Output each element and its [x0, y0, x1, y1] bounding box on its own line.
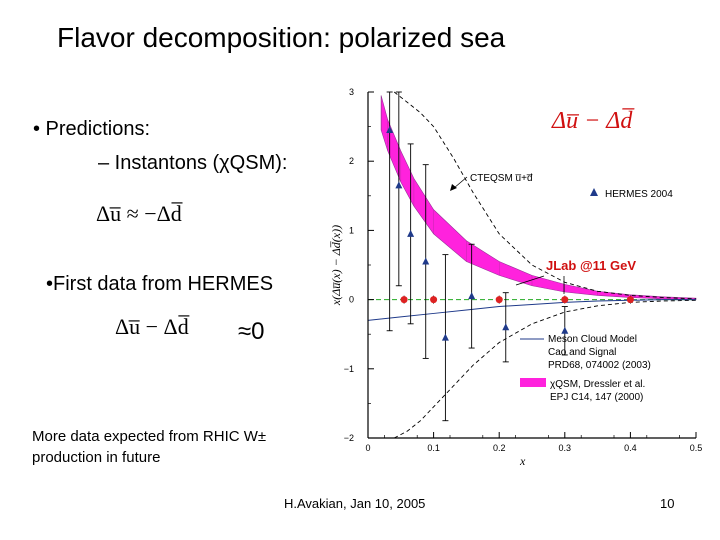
- note-more-data: More data expected from RHIC W± producti…: [32, 428, 267, 466]
- x-axis-title: x: [519, 454, 526, 468]
- equation-instantons: Δu̅ ≈ −Δd̅: [96, 201, 182, 226]
- hermes-point: [422, 257, 430, 265]
- cteqsm-label: CTEQSM u̅+d̅: [470, 173, 533, 184]
- y-tick-label: 1: [349, 225, 354, 235]
- chiqsm-legend-label-2: EPJ C14, 147 (2000): [550, 392, 643, 403]
- meson-legend-label-2: Cao and Signal: [548, 347, 616, 358]
- hermes-point: [561, 326, 569, 334]
- equation-hermes: Δu̅ − Δd̅: [115, 314, 189, 339]
- meson-legend-label-1: Meson Cloud Model: [548, 334, 637, 345]
- jlab-arrow-1: [515, 275, 545, 286]
- hermes-point: [441, 333, 449, 341]
- equation-approx-zero: ≈0: [238, 318, 265, 345]
- meson-cloud-curve: [367, 299, 696, 321]
- x-tick-label: 0.3: [559, 443, 572, 453]
- sea-asymmetry-chart: 0 0.1 0.2 0.3 0.4 0.5 −2 −1 0 1 2 3 Δu̅ − Δd̅ CTEQS…: [329, 87, 703, 468]
- hermes-point: [502, 323, 510, 331]
- hermes-point: [407, 229, 415, 237]
- plot-layer: [367, 91, 697, 439]
- chiqsm-legend-label-1: χQSM, Dressler et al.: [550, 379, 645, 390]
- x-tick-label: 0.1: [427, 443, 440, 453]
- x-tick-label: 0.2: [493, 443, 506, 453]
- cteqsm-arrowhead: [450, 184, 457, 191]
- slide-title: Flavor decomposition: polarized sea: [57, 22, 506, 53]
- jlab-label: JLab @11 GeV: [546, 258, 636, 273]
- hermes-legend-marker: [590, 188, 598, 196]
- sub-bullet-instantons: – Instantons (χQSM):: [98, 152, 288, 174]
- y-tick-label: 3: [349, 87, 354, 97]
- meson-legend-label-3: PRD68, 074002 (2003): [548, 360, 651, 371]
- cteqsm-curve-upper: [393, 91, 697, 300]
- jlab-point: [626, 296, 634, 304]
- hermes-legend-label: HERMES 2004: [605, 189, 673, 200]
- cteqsm-arrow: [453, 176, 468, 189]
- hermes-point: [468, 292, 476, 300]
- legend-layer: Δu̅ − Δd̅ CTEQSM u̅+d̅ HERMES 2004 JLab …: [329, 108, 673, 468]
- footer-author-date: H.Avakian, Jan 10, 2005: [284, 496, 426, 511]
- y-tick-label: −1: [344, 364, 354, 374]
- jlab-point: [561, 296, 569, 304]
- jlab-point: [400, 296, 408, 304]
- y-axis-title: x(Δu̅(x) − Δd̅(x)): [329, 225, 343, 306]
- y-tick-label: 2: [349, 156, 354, 166]
- hermes-point: [395, 181, 403, 189]
- hermes-point: [386, 126, 394, 134]
- chart-title: Δu̅ − Δd̅: [551, 108, 635, 134]
- x-tick-label: 0: [365, 443, 370, 453]
- x-tick-label: 0.5: [690, 443, 703, 453]
- page-number: 10: [660, 496, 675, 511]
- x-tick-label: 0.4: [624, 443, 637, 453]
- bullet-hermes: •First data from HERMES: [46, 273, 274, 295]
- tick-layer: 0 0.1 0.2 0.3 0.4 0.5 −2 −1 0 1 2 3: [344, 87, 703, 453]
- bullet-predictions: • Predictions:: [33, 118, 151, 140]
- y-tick-label: −2: [344, 433, 354, 443]
- chiqsm-legend-swatch: [520, 378, 546, 387]
- y-tick-label: 0: [349, 295, 354, 305]
- jlab-point: [495, 296, 503, 304]
- jlab-point: [430, 296, 438, 304]
